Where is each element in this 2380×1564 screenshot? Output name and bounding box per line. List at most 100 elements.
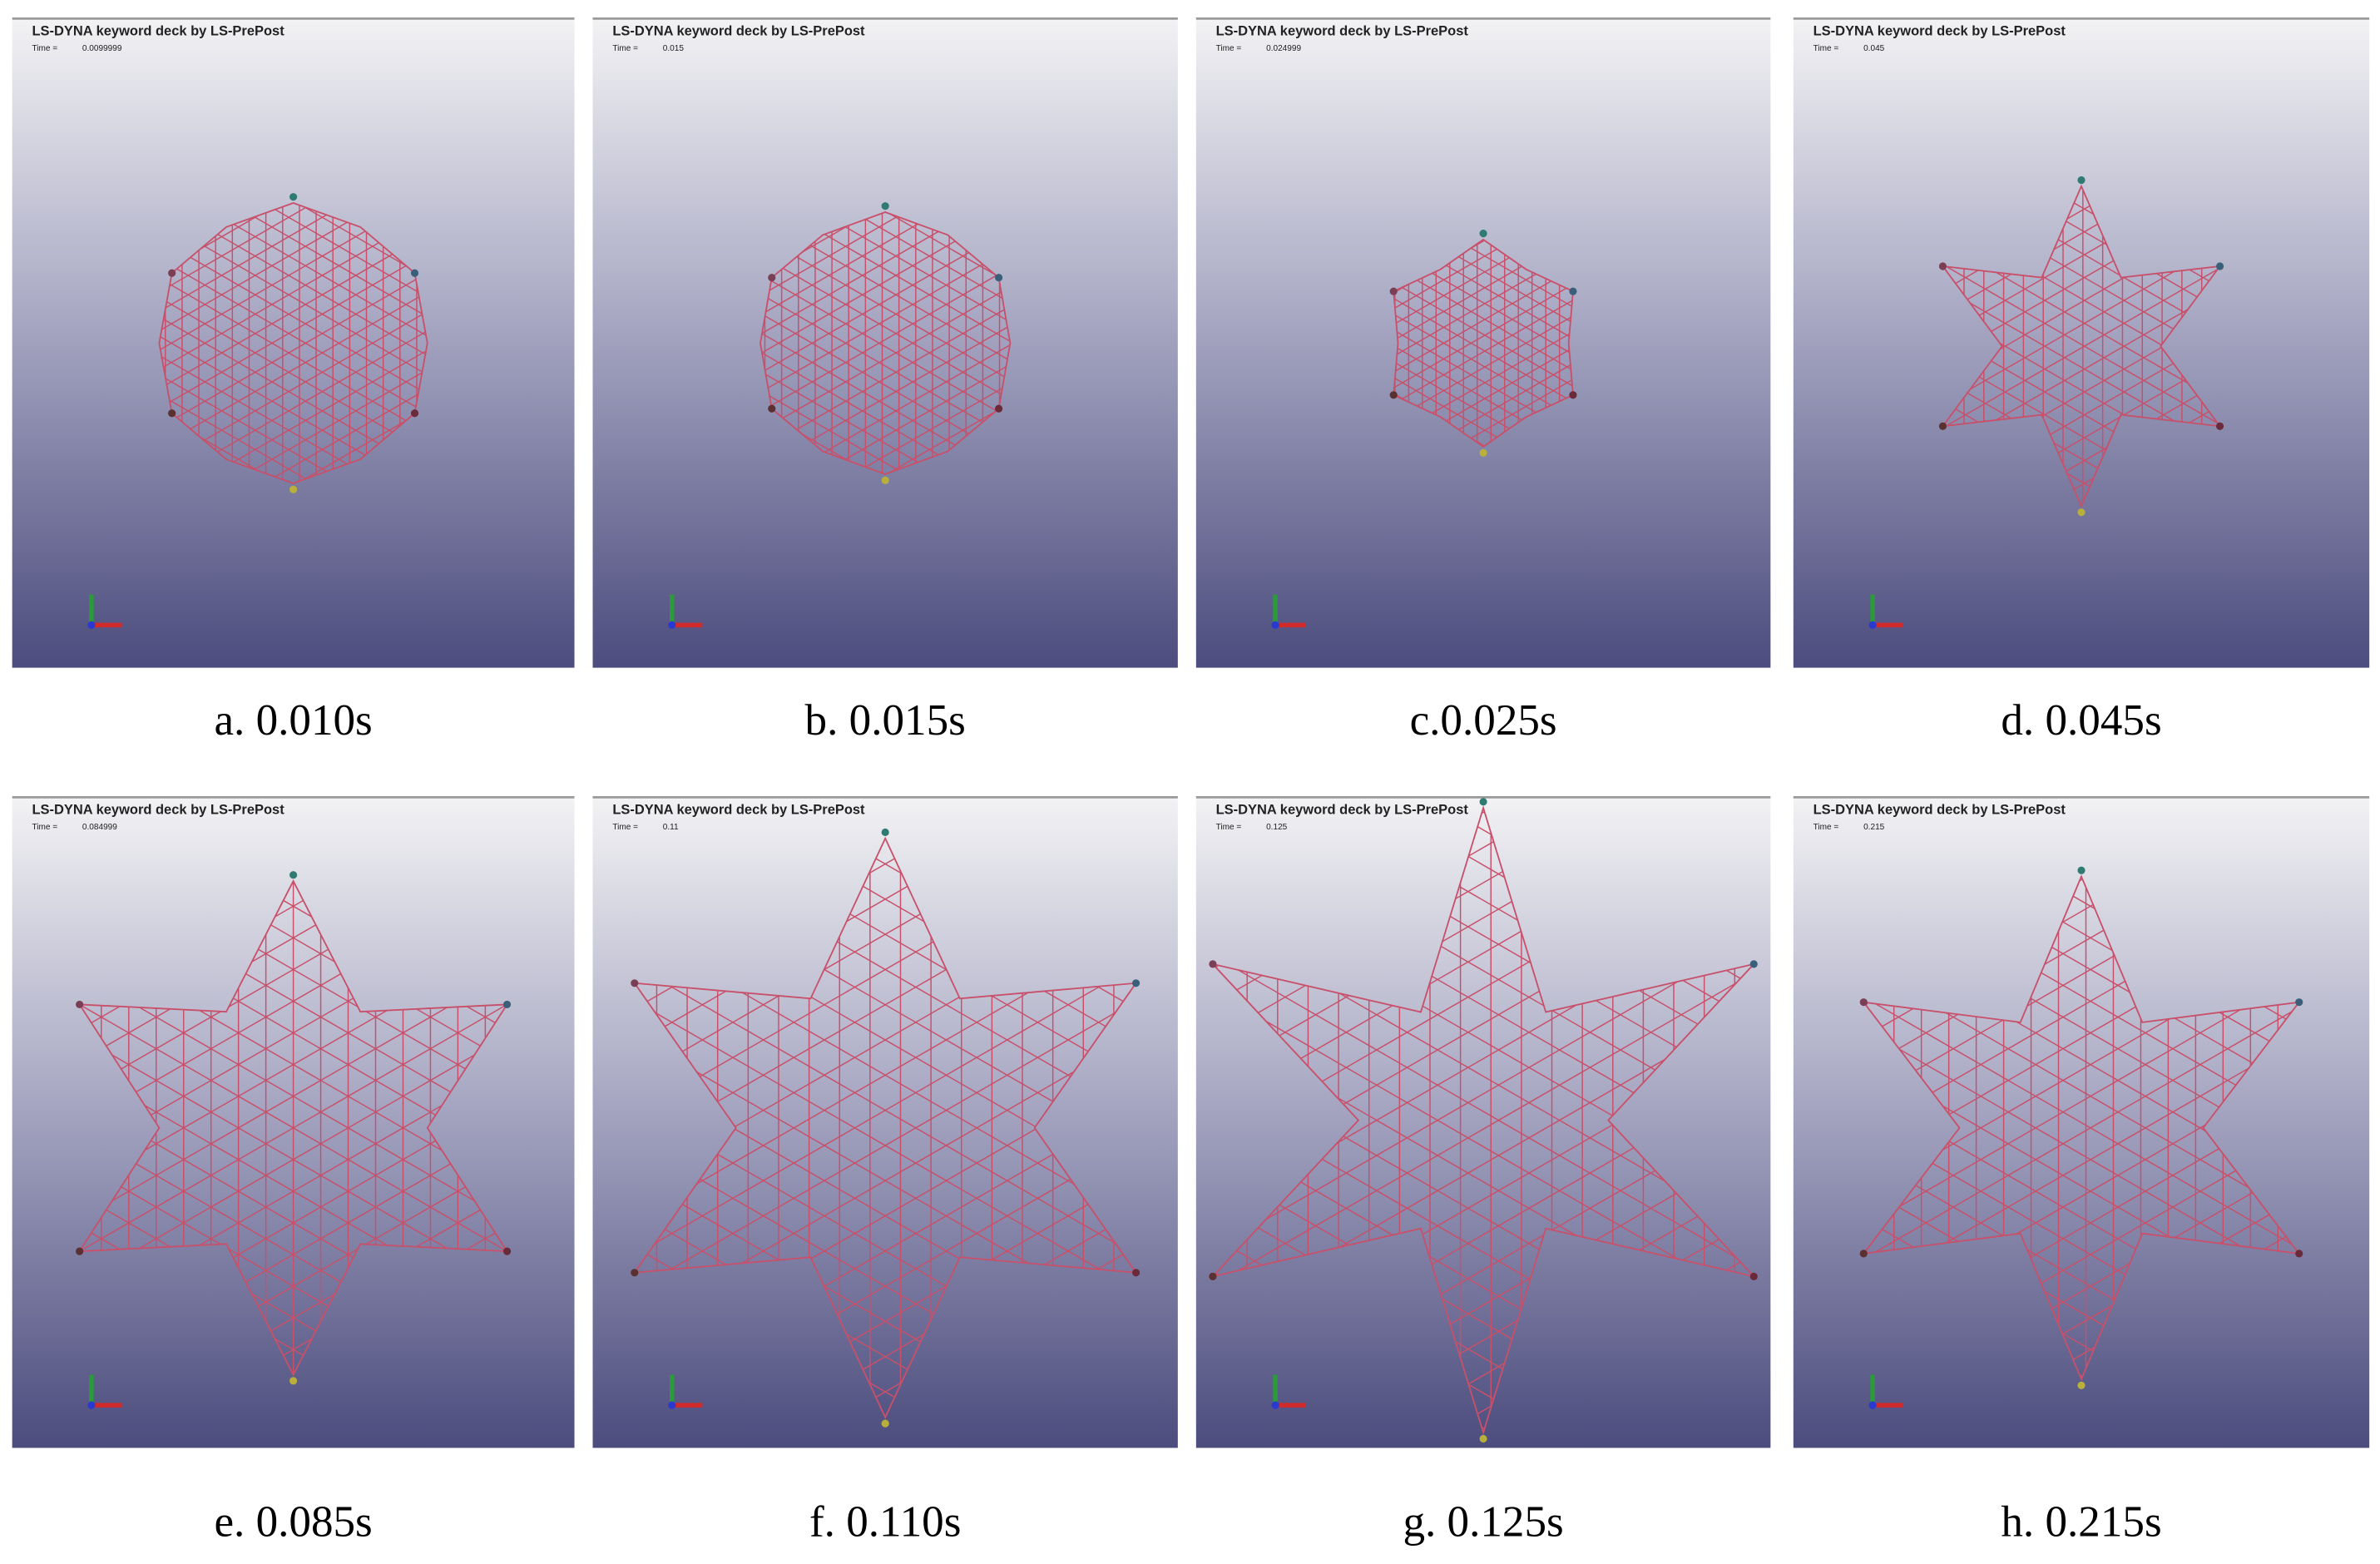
mesh-line — [159, 383, 351, 484]
mesh-line — [92, 1027, 507, 1276]
node-marker — [2295, 998, 2303, 1007]
caption: b. 0.015s — [805, 696, 966, 745]
mesh-line — [1879, 973, 2299, 1227]
time-value: 0.0099999 — [82, 44, 122, 53]
node-marker — [76, 1000, 84, 1008]
mesh-line — [778, 289, 1007, 422]
node-marker — [502, 1247, 512, 1255]
mesh-line — [79, 1003, 507, 1252]
time-value: 0.215 — [1863, 823, 1885, 832]
mesh-line — [1865, 997, 2299, 1250]
mesh-line — [760, 230, 972, 364]
mesh-line — [760, 309, 981, 441]
node-marker — [410, 409, 419, 418]
header: LS-DYNA keyword deck by LS-PrePost — [32, 802, 285, 817]
mesh-line — [1397, 284, 1573, 389]
mesh-line — [760, 216, 964, 349]
node-marker — [1479, 230, 1487, 238]
panel: LS-DYNA keyword deck by LS-PrePost Time =… — [12, 795, 575, 1547]
node-marker — [168, 409, 176, 418]
mesh-line — [159, 339, 377, 482]
node-marker — [1938, 262, 1947, 270]
node-marker — [289, 871, 298, 879]
mesh-line — [760, 245, 981, 378]
node-marker — [2215, 262, 2224, 270]
node-marker — [995, 274, 1003, 282]
mesh-line — [803, 221, 1011, 354]
node-marker — [1859, 998, 1868, 1007]
mesh-line — [760, 338, 964, 470]
mesh-line — [641, 969, 1136, 1260]
header: LS-DYNA keyword deck by LS-PrePost — [1216, 24, 1469, 39]
mesh-line — [166, 281, 410, 423]
caption: d. 0.045s — [2001, 696, 2161, 745]
node-marker — [768, 274, 776, 282]
mesh-line — [1879, 1029, 2299, 1282]
axis-z — [1868, 1401, 1877, 1409]
viewport — [1195, 20, 1771, 668]
axis-z — [1868, 621, 1877, 629]
header: LS-DYNA keyword deck by LS-PrePost — [1216, 802, 1469, 817]
mesh-line — [769, 274, 998, 407]
mesh-line — [216, 350, 428, 484]
mesh-line — [79, 1027, 494, 1276]
node-marker — [881, 476, 889, 484]
mesh-line — [634, 996, 1129, 1287]
mesh-line — [1942, 266, 2220, 428]
axis-z — [87, 621, 96, 629]
mesh-line — [1863, 982, 2288, 1235]
mesh-line — [811, 347, 1011, 475]
time-label: Time = — [32, 44, 57, 53]
node-marker — [768, 404, 776, 413]
caption: e. 0.085s — [214, 1498, 372, 1547]
mesh-line — [760, 211, 939, 305]
mesh-line — [769, 280, 998, 413]
mesh-line — [159, 202, 351, 304]
mesh-line — [794, 235, 1011, 369]
time-label: Time = — [1813, 823, 1839, 832]
mesh-line — [159, 310, 393, 453]
time-label: Time = — [1216, 823, 1242, 832]
node-marker — [2077, 176, 2086, 185]
node-marker — [1479, 448, 1487, 457]
mesh-line — [1393, 250, 1550, 355]
mesh-line — [1942, 250, 2211, 411]
mesh-line — [1865, 1005, 2299, 1259]
mesh-line — [1418, 333, 1573, 438]
viewport — [12, 20, 575, 668]
mesh-line — [159, 202, 360, 318]
mesh-line — [166, 263, 410, 405]
axis-z — [87, 1401, 96, 1409]
axis-z — [668, 621, 676, 629]
node-marker — [881, 1419, 889, 1428]
time-value: 0.015 — [663, 44, 685, 53]
time-value: 0.11 — [663, 823, 679, 832]
mesh-line — [760, 323, 972, 456]
node-marker — [1938, 422, 1947, 430]
node-marker — [1209, 960, 1217, 968]
mesh-line — [183, 252, 427, 394]
mesh-line — [1393, 273, 1564, 379]
mesh-line — [829, 211, 1011, 310]
node-marker — [1569, 391, 1577, 399]
node-marker — [1569, 287, 1577, 295]
mesh-line — [183, 292, 427, 434]
node-marker — [2215, 422, 2224, 430]
time-value: 0.045 — [1863, 44, 1885, 53]
mesh-line — [159, 249, 402, 390]
node-marker — [995, 404, 1003, 413]
viewport — [592, 799, 1178, 1448]
mesh-line — [760, 381, 939, 475]
mesh-line — [159, 220, 385, 361]
time-value: 0.024999 — [1266, 44, 1301, 53]
mesh-line — [200, 321, 428, 463]
node-marker — [631, 1269, 639, 1277]
mesh-line — [1403, 309, 1573, 414]
mesh-line — [1410, 260, 1573, 365]
axis-z — [668, 1401, 676, 1409]
panel: LS-DYNA keyword deck by LS-PrePost Time =… — [592, 795, 1178, 1547]
mesh-line — [1212, 983, 1743, 1297]
mesh-line — [1397, 297, 1573, 403]
axis-z — [1271, 1401, 1279, 1409]
